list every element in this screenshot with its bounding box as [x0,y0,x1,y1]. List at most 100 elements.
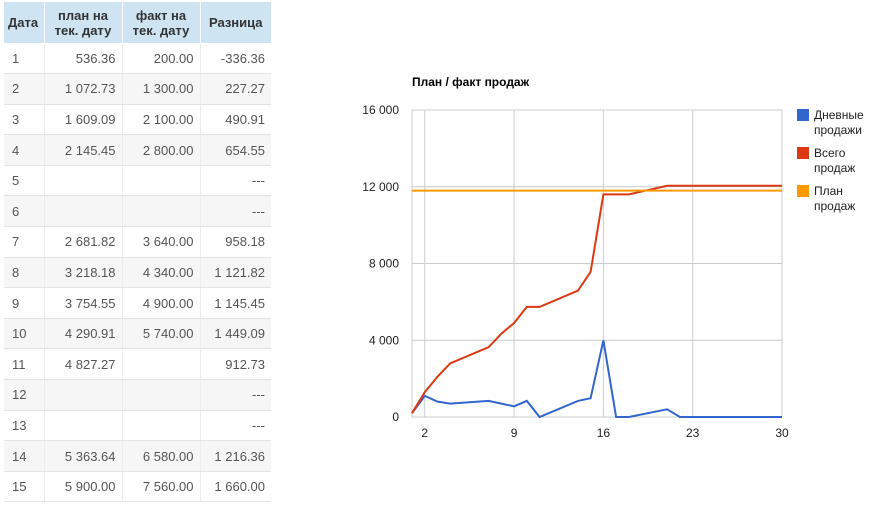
cell-difference: 1 121.82 [200,257,271,289]
cell-date: 8 [4,257,45,289]
legend-swatch-2 [797,185,809,197]
table-body: 1 536.36 200.00 -336.36 2 1 072.73 1 300.00 227… [4,43,271,503]
legend-label-2: План продаж [814,184,855,213]
y-axis-ticks: 0 4 000 8 000 12 000 16 000 [362,103,399,424]
cell-date: 12 [4,379,45,411]
cell-difference: -336.36 [200,43,271,75]
legend-label-1: Всего продаж [814,146,855,175]
table-row: 10 4 290.91 5 740.00 1 449.09 [4,318,271,350]
table-header-row: Дата план на тек. дату факт на тек. дату… [4,2,271,43]
cell-fact [122,348,201,381]
table-row: 15 5 900.00 7 560.00 1 660.00 [4,471,271,503]
cell-difference: --- [200,410,271,442]
cell-plan: 5 363.64 [44,440,123,472]
cell-date: 6 [4,195,45,228]
legend-label-0: Дневные продажи [814,108,864,137]
cell-fact: 4 340.00 [122,257,201,289]
cell-fact: 1 300.00 [122,73,201,105]
cell-fact: 3 640.00 [122,226,201,258]
cell-plan [44,165,123,197]
cell-plan [44,379,123,411]
table-row: 13 --- [4,410,271,442]
table-row: 6 --- [4,195,271,228]
cell-fact: 6 580.00 [122,440,201,472]
cell-difference: --- [200,195,271,228]
cell-difference: 490.91 [200,104,271,136]
cell-fact: 200.00 [122,43,201,75]
cell-plan: 5 900.00 [44,471,123,503]
x-tick-label: 2 [421,426,428,440]
x-tick-label: 16 [597,426,611,440]
cell-fact [122,195,201,228]
cell-difference: 1 216.36 [200,440,271,472]
cell-plan: 1 072.73 [44,73,123,105]
x-tick-label: 30 [775,426,789,440]
cell-plan: 1 609.09 [44,104,123,136]
chart-legend: Дневные продажи Всего продаж План продаж [797,108,864,213]
cell-fact: 5 740.00 [122,318,201,350]
cell-difference: 654.55 [200,134,271,166]
cell-fact: 2 100.00 [122,104,201,136]
column-header-date[interactable]: Дата [4,2,45,43]
cell-date: 15 [4,471,45,503]
cell-date: 4 [4,134,45,166]
cell-date: 2 [4,73,45,105]
cell-difference: 1 449.09 [200,318,271,350]
sales-table: Дата план на тек. дату факт на тек. дату… [4,2,271,503]
cell-difference: --- [200,165,271,197]
cell-difference: 958.18 [200,226,271,258]
cell-plan: 2 681.82 [44,226,123,258]
cell-difference: 227.27 [200,73,271,105]
cell-fact [122,410,201,442]
table-row: 12 --- [4,379,271,411]
cell-fact: 4 900.00 [122,287,201,319]
cell-difference: 1 145.45 [200,287,271,319]
chart-title: План / факт продаж [412,75,530,89]
cell-date: 14 [4,440,45,472]
column-header-difference[interactable]: Разница [200,2,271,43]
y-tick-label: 0 [392,410,399,424]
cell-difference: 1 660.00 [200,471,271,503]
cell-plan: 536.36 [44,43,123,75]
cell-date: 9 [4,287,45,319]
cell-plan [44,410,123,442]
sales-chart: План / факт продаж 0 4 000 8 000 12 000 16 0… [362,75,864,440]
table-row: 11 4 827.27 912.73 [4,348,271,381]
y-tick-label: 4 000 [369,333,399,347]
cell-fact: 2 800.00 [122,134,201,166]
chart-series [411,184,782,419]
cell-plan: 4 290.91 [44,318,123,350]
table-row: 14 5 363.64 6 580.00 1 216.36 [4,440,271,472]
x-tick-label: 9 [511,426,518,440]
series-line-1 [411,184,782,414]
cell-fact: 7 560.00 [122,471,201,503]
legend-swatch-1 [797,147,809,159]
x-axis-ticks: 2 9 16 23 30 [421,426,789,440]
cell-date: 11 [4,348,45,381]
cell-date: 7 [4,226,45,258]
cell-plan: 3 218.18 [44,257,123,289]
table-row: 1 536.36 200.00 -336.36 [4,43,271,75]
table-row: 5 --- [4,165,271,197]
cell-fact [122,165,201,197]
y-tick-label: 8 000 [369,257,399,271]
cell-plan: 4 827.27 [44,348,123,381]
column-header-plan[interactable]: план на тек. дату [44,2,123,43]
cell-difference: 912.73 [200,348,271,381]
x-tick-label: 23 [686,426,700,440]
column-header-fact[interactable]: факт на тек. дату [122,2,201,43]
cell-date: 3 [4,104,45,136]
series-line-0 [411,340,782,419]
cell-date: 5 [4,165,45,197]
y-tick-label: 16 000 [362,103,399,117]
legend-swatch-0 [797,109,809,121]
cell-date: 1 [4,43,45,75]
cell-fact [122,379,201,411]
cell-plan: 3 754.55 [44,287,123,319]
